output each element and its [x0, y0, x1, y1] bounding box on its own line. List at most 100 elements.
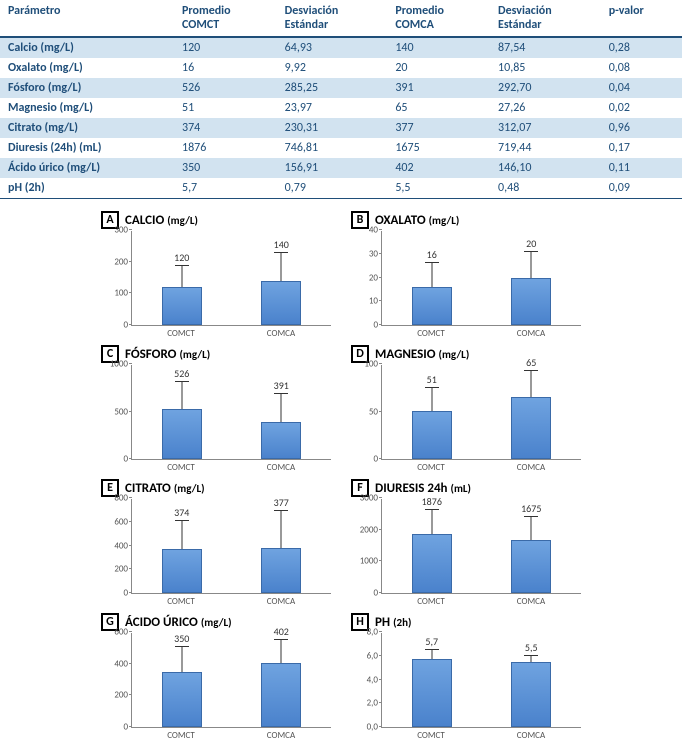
bar [511, 540, 551, 593]
table-row: Magnesio (mg/L)5123,976527,260,02 [0, 98, 682, 118]
chart-panel: ECITRATO(mg/L)0200400600800374377COMCTCO… [101, 479, 331, 607]
chart-name: OXALATO [375, 213, 426, 228]
chart-unit: (mg/L) [201, 616, 232, 629]
bar-value-label: 1675 [521, 502, 541, 515]
x-axis-label: COMCT [401, 328, 461, 339]
bar [412, 659, 452, 727]
x-axis-label: COMCA [251, 596, 311, 607]
table-header: DesviaciónEstándar [277, 0, 388, 37]
table-row: Citrato (mg/L)374230,31377312,070,96 [0, 118, 682, 138]
bar-group: 374 [152, 499, 212, 593]
table-row: Fósforo (mg/L)526285,25391292,700,04 [0, 78, 682, 98]
bar-group: 1675 [501, 499, 561, 593]
table-row: pH (2h)5,70,795,50,480,09 [0, 178, 682, 199]
bar [162, 287, 202, 325]
table-row: Oxalato (mg/L)169,922010,850,08 [0, 58, 682, 78]
bar [511, 278, 551, 326]
chart-panel: GÁCIDO ÚRICO(mg/L)0200400600350402COMCTC… [101, 613, 331, 741]
bar-value-label: 391 [274, 379, 289, 392]
bar-group: 65 [501, 365, 561, 459]
x-axis-label: COMCA [501, 596, 561, 607]
chart-name: CITRATO [125, 481, 171, 496]
x-axis-label: COMCT [401, 462, 461, 473]
bar [261, 548, 301, 593]
bar-group: 5,7 [402, 633, 462, 727]
bar-value-label: 5,5 [525, 641, 538, 654]
bar-value-label: 140 [274, 238, 289, 251]
table-header: PromedioCOMCT [174, 0, 277, 37]
bar [162, 409, 202, 459]
chart-unit: (2h) [393, 616, 411, 629]
chart-plot: 0,02,04,06,08,05,75,5 [381, 633, 581, 728]
bar [261, 281, 301, 325]
table-row: Calcio (mg/L)12064,9314087,540,28 [0, 37, 682, 58]
bar-group: 5,5 [501, 633, 561, 727]
bar-value-label: 16 [427, 248, 437, 261]
bar-group: 140 [251, 231, 311, 325]
bar [511, 397, 551, 459]
bar-value-label: 1876 [422, 495, 442, 508]
bar-group: 1876 [402, 499, 462, 593]
bar [412, 287, 452, 325]
bar-value-label: 20 [526, 237, 536, 250]
chart-name: FÓSFORO [125, 347, 176, 362]
chart-name: DIURESIS 24h [375, 481, 448, 496]
bar-value-label: 5,7 [425, 635, 438, 648]
bar [412, 534, 452, 593]
bar-group: 391 [251, 365, 311, 459]
bar [261, 663, 301, 727]
table-header: p-valor [601, 0, 682, 37]
chart-unit: (mg/L) [167, 214, 198, 227]
chart-name: MAGNESIO [375, 347, 436, 362]
x-axis-label: COMCA [251, 730, 311, 741]
table-row: Ácido úrico (mg/L)350156,91402146,100,11 [0, 158, 682, 178]
chart-panel: HPH(2h)0,02,04,06,08,05,75,5COMCTCOMCA [351, 613, 581, 741]
chart-name: ÁCIDO ÚRICO [125, 615, 198, 630]
bar [162, 672, 202, 727]
bar-value-label: 350 [174, 632, 189, 645]
x-axis-label: COMCT [151, 596, 211, 607]
x-axis-label: COMCA [501, 462, 561, 473]
chart-plot: 0102030401620 [381, 231, 581, 326]
x-axis-label: COMCT [401, 730, 461, 741]
chart-panel: ACALCIO(mg/L)0100200300120140COMCTCOMCA [101, 211, 331, 339]
chart-unit: (mg/L) [429, 214, 460, 227]
bar [412, 411, 452, 459]
chart-unit: (mg/L) [439, 348, 470, 361]
x-axis-label: COMCA [251, 462, 311, 473]
chart-unit: (mg/L) [174, 482, 205, 495]
chart-panel: BOXALATO(mg/L)0102030401620COMCTCOMCA [351, 211, 581, 339]
x-axis-label: COMCA [501, 730, 561, 741]
chart-unit: (mL) [451, 482, 471, 495]
x-axis-label: COMCT [151, 328, 211, 339]
x-axis-label: COMCT [401, 596, 461, 607]
x-axis-label: COMCA [501, 328, 561, 339]
chart-plot: 0100200300120140 [131, 231, 331, 326]
bar [162, 549, 202, 593]
chart-panel: DMAGNESIO(mg/L)0501005165COMCTCOMCA [351, 345, 581, 473]
chart-panel: FDIURESIS 24h(mL)010002000300018761675CO… [351, 479, 581, 607]
chart-unit: (mg/L) [179, 348, 210, 361]
bar-value-label: 51 [427, 373, 437, 386]
bar [261, 422, 301, 459]
data-table: ParámetroPromedioCOMCTDesviaciónEstándar… [0, 0, 682, 199]
bar-group: 350 [152, 633, 212, 727]
bar-group: 402 [251, 633, 311, 727]
chart-plot: 0501005165 [381, 365, 581, 460]
bar-group: 16 [402, 231, 462, 325]
x-axis-label: COMCA [251, 328, 311, 339]
chart-name: CALCIO [125, 213, 164, 228]
chart-plot: 010002000300018761675 [381, 499, 581, 594]
bar-group: 377 [251, 499, 311, 593]
x-axis-label: COMCT [151, 462, 211, 473]
charts-grid: ACALCIO(mg/L)0100200300120140COMCTCOMCAB… [101, 211, 581, 741]
bar-value-label: 402 [274, 625, 289, 638]
bar-value-label: 526 [174, 367, 189, 380]
chart-plot: 05001000526391 [131, 365, 331, 460]
x-axis-label: COMCT [151, 730, 211, 741]
table-row: Diuresis (24h) (mL)1876746,811675719,440… [0, 138, 682, 158]
bar-value-label: 120 [174, 251, 189, 264]
bar-value-label: 374 [174, 506, 189, 519]
bar-value-label: 65 [526, 356, 536, 369]
table-header: PromedioCOMCA [387, 0, 490, 37]
